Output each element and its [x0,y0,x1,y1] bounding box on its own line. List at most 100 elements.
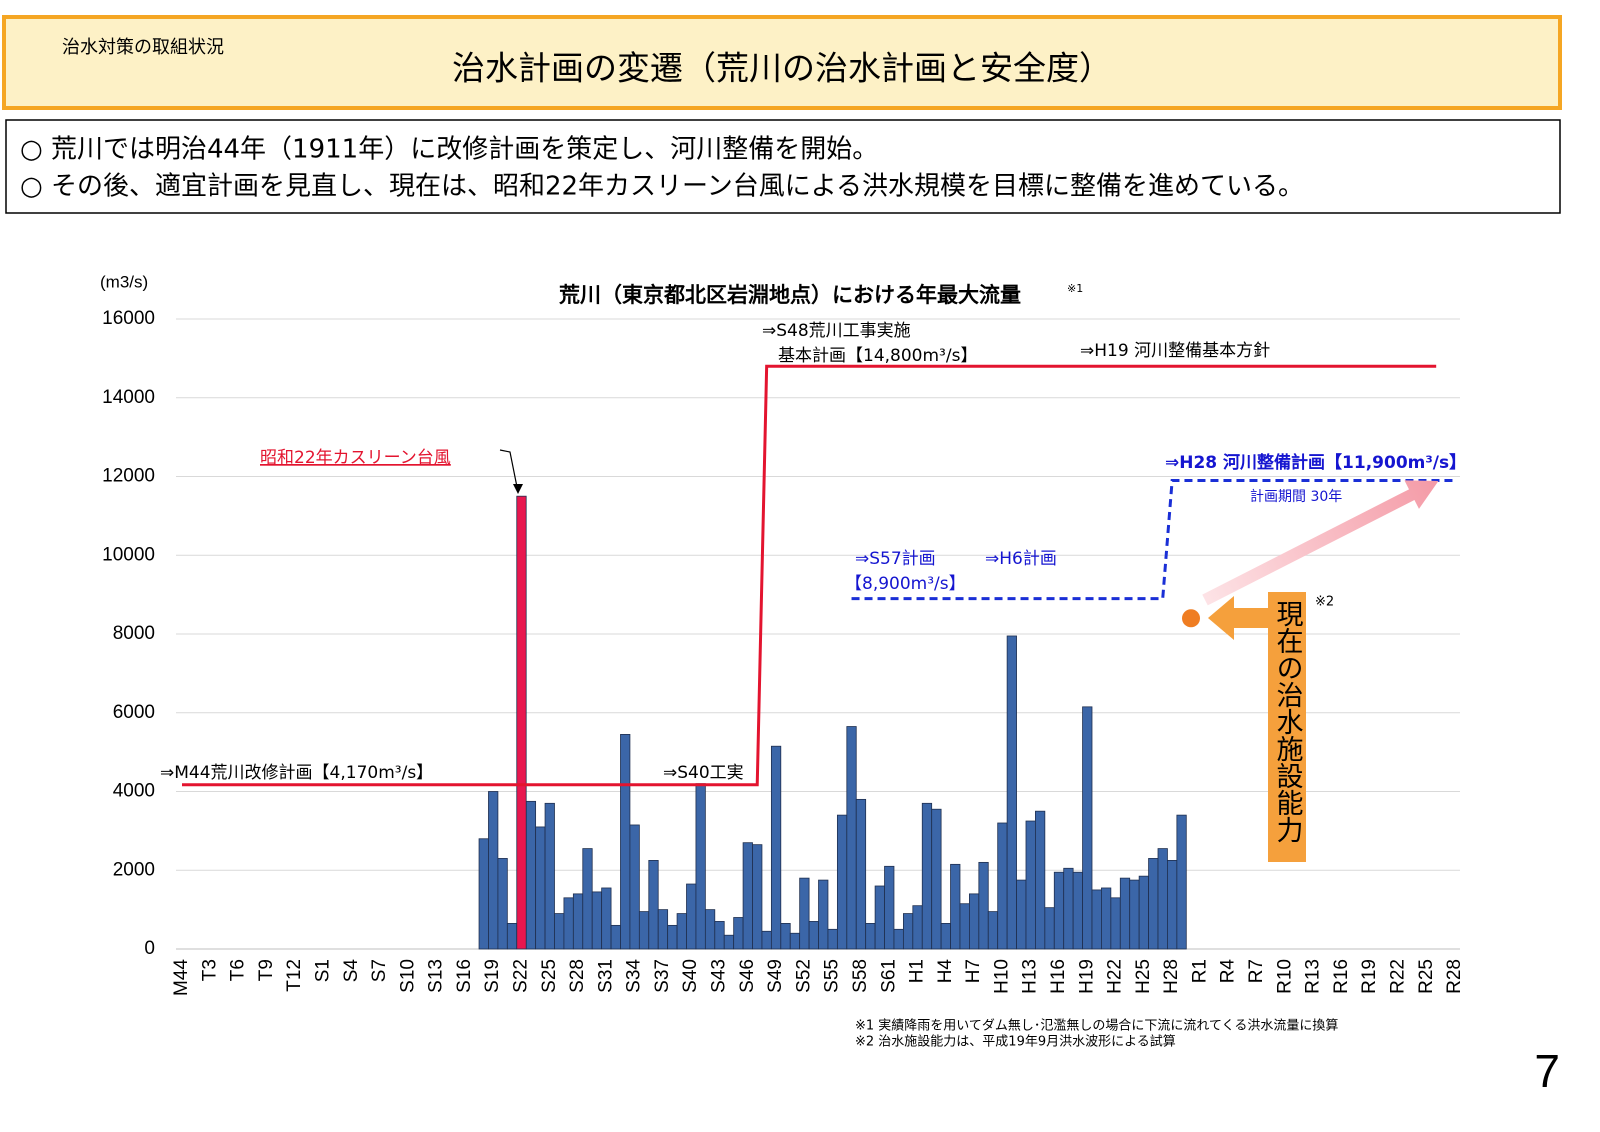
x-tick-label: S28 [567,959,588,993]
bar [1119,877,1131,950]
bullet: ○ その後、適宜計画を見直し、現在は、昭和22年カスリーン台風による洪水規模を目… [20,172,1304,202]
x-tick-label: R7 [1246,959,1267,983]
annotation: 計画期間 30年 [1250,489,1342,505]
bar [1157,848,1168,950]
bar [1176,814,1187,950]
annotation: 昭和22年カスリーン台風 [260,448,451,468]
annotation: ⇒H28 河川整備計画【11,900m³/s】 [1165,452,1466,473]
x-tick-label: S7 [369,959,390,982]
section-label: 治水対策の取組状況 [62,37,224,58]
bar [704,909,716,950]
bar [544,802,555,950]
x-tick-label: S40 [680,959,701,993]
bar [525,800,537,950]
x-tick-label: T3 [199,959,220,981]
bar [629,824,640,950]
annotation: ⇒S40工実 [663,763,744,783]
bar [478,838,489,950]
x-tick-label: S13 [426,959,447,993]
x-tick-label: H16 [1048,959,1069,994]
bar [733,917,744,950]
x-tick-label: T9 [256,959,277,981]
bar [667,924,678,950]
x-tick-label: S49 [765,959,786,993]
bar [535,826,546,950]
bar [978,861,989,950]
x-tick-label: M44 [171,959,192,996]
annotation: ⇒S57計画 [855,549,936,569]
bar [676,913,687,950]
bar [1006,635,1017,950]
chart: 0 2000 4000 6000 8000 10000 12000 14000 16000 M44… [102,308,1465,996]
bar [752,844,763,950]
bullet-box [5,119,1561,214]
bar [818,879,829,950]
x-tick-label: S16 [454,959,475,993]
capacity-point [1182,609,1201,628]
bar [516,495,527,950]
y-tick-label: 10000 [102,544,155,565]
bar [1167,860,1178,950]
y-tick-label: 14000 [102,387,155,408]
x-tick-label: S31 [595,959,616,993]
bar [987,911,999,950]
x-tick-label: R25 [1416,959,1437,994]
x-tick-label: H19 [1076,959,1097,994]
x-tick-label: H1 [907,959,928,983]
bar [620,734,631,950]
bar [846,726,857,950]
x-tick-label: H22 [1105,959,1126,994]
x-tick-label: S4 [341,959,362,983]
x-tick-label: R28 [1444,959,1465,994]
bar [1063,867,1074,950]
bar [884,865,895,950]
bar [714,921,725,950]
header-box [2,15,1562,110]
y-tick-label: 0 [144,938,155,959]
y-tick-label: 12000 [102,466,155,487]
x-tick-label: H10 [991,959,1012,994]
x-tick-label: S43 [709,959,730,993]
x-tick-label: T6 [228,959,249,981]
bar [695,783,706,950]
x-tick-label: R1 [1189,959,1210,983]
bar [1072,871,1083,950]
bar [855,798,867,950]
x-tick-label: R19 [1359,959,1380,994]
x-tick-label: S58 [850,959,871,993]
bar [893,928,904,950]
bullet: ○ 荒川では明治44年（1911年）に改修計画を策定し、河川整備を開始。 [20,135,878,165]
bar [1044,907,1055,950]
bar [969,893,980,950]
annotation: ⇒S48荒川工事実施 [762,321,911,341]
bar [940,923,951,950]
annotation: ※2 [1315,595,1334,610]
bar [1035,810,1046,950]
x-tick-label: H28 [1161,959,1182,994]
annotation: 基本計画【14,800m³/s】 [778,346,977,366]
bar [1101,887,1112,950]
x-tick-label: H7 [963,959,984,983]
x-tick-label: S19 [482,959,503,993]
bar [657,909,669,950]
bar [959,903,970,950]
y-tick-label: 8000 [113,623,155,644]
annotation: ⇒H6計画 [985,549,1057,569]
x-tick-label: S61 [878,959,899,993]
annotation: ⇒M44荒川改修計画【4,170m³/s】 [160,763,433,783]
bar [921,802,933,950]
chart-title-note: ※1 [1067,282,1083,295]
bar [554,913,565,950]
bar [997,822,1008,950]
x-tick-label: R13 [1303,959,1324,994]
x-tick-label: T12 [284,959,305,992]
bar [1082,706,1093,950]
x-tick-label: S1 [312,959,333,982]
page-number: 7 [1534,1045,1560,1097]
bar [912,905,923,950]
capacity-box [1268,592,1306,862]
plan-line [851,478,1456,601]
bar [865,923,876,950]
footnote: ※1 実績降雨を用いてダム無し･氾濫無しの場合に下流に流れてくる洪水流量に換算 [855,1018,1338,1034]
